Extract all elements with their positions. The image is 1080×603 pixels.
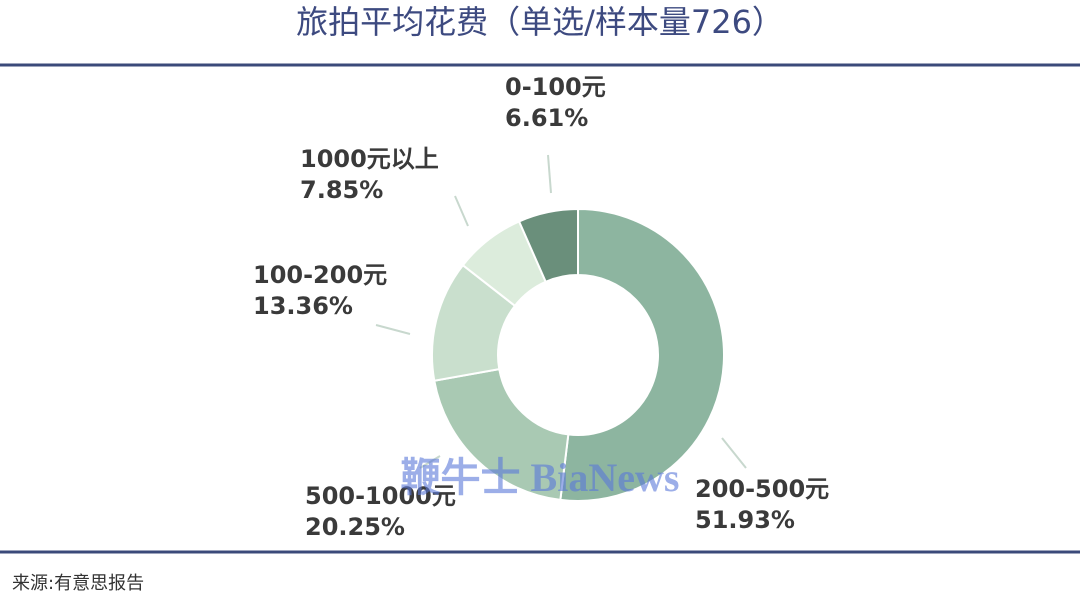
value-label: 51.93% <box>695 506 795 534</box>
slice-label: 500-1000元 <box>305 482 456 510</box>
leader-line <box>454 195 469 227</box>
value-label: 7.85% <box>300 176 383 204</box>
value-label: 13.36% <box>253 292 353 320</box>
leader-line <box>721 437 747 469</box>
slice-label: 200-500元 <box>695 475 829 503</box>
slice <box>517 207 579 284</box>
watermark: 鞭牛士 BiaNews <box>401 455 680 500</box>
leader-line <box>419 455 441 469</box>
leader-line <box>375 324 411 335</box>
value-label: 20.25% <box>305 513 405 541</box>
slice-label: 0-100元 <box>505 73 606 101</box>
chart-title: 旅拍平均花费（单选/样本量726） <box>296 3 784 41</box>
slice <box>433 367 570 502</box>
slice-label: 1000元以上 <box>300 145 439 173</box>
slice-label: 100-200元 <box>253 261 387 289</box>
slice <box>559 207 725 502</box>
leader-line <box>547 154 552 194</box>
source-note: 来源:有意思报告 <box>12 573 144 594</box>
value-label: 6.61% <box>505 104 588 132</box>
